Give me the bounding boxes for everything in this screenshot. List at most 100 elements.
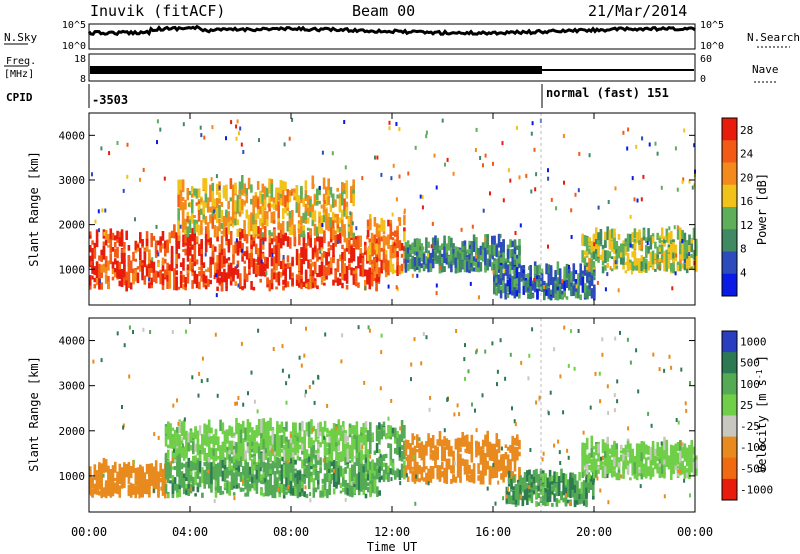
echo-cell xyxy=(588,288,591,297)
echo-cell xyxy=(516,258,519,270)
echo-cell xyxy=(345,273,349,284)
echo-cell xyxy=(590,280,594,285)
echo-cell xyxy=(542,492,545,505)
echo-cell xyxy=(213,203,217,213)
echo-cell xyxy=(688,179,691,184)
echo-cell xyxy=(171,466,175,470)
echo-cell xyxy=(387,260,390,266)
echo-cell xyxy=(223,435,227,450)
echo-cell xyxy=(564,495,568,507)
echo-cell xyxy=(89,474,92,485)
echo-cell xyxy=(235,124,238,129)
echo-cell xyxy=(198,281,201,290)
echo-cell xyxy=(168,269,172,283)
echo-cell xyxy=(635,144,638,149)
echo-cell xyxy=(416,472,419,482)
echo-cell xyxy=(118,240,122,247)
echo-cell xyxy=(257,430,261,436)
echo-cell xyxy=(599,254,603,260)
echo-cell xyxy=(497,276,501,284)
echo-cell xyxy=(252,214,255,229)
echo-cell xyxy=(292,457,295,469)
echo-cell xyxy=(382,474,386,479)
echo-cell xyxy=(690,448,694,453)
echo-cell xyxy=(380,172,383,177)
echo-cell xyxy=(350,267,353,276)
echo-cell xyxy=(331,194,335,207)
echo-cell xyxy=(601,244,605,251)
echo-cell xyxy=(357,450,361,465)
echo-cell xyxy=(187,482,191,496)
echo-cell xyxy=(459,259,462,273)
echo-cell xyxy=(307,434,311,445)
echo-cell xyxy=(332,432,336,444)
echo-cell xyxy=(375,223,379,237)
echo-cell xyxy=(645,445,648,450)
echo-cell xyxy=(273,434,277,446)
power-echo-cells xyxy=(89,117,698,301)
echo-cell xyxy=(296,432,300,439)
station-title: Inuvik (fitACF) xyxy=(90,2,226,20)
echo-cell xyxy=(672,258,675,263)
echo-cell xyxy=(354,238,358,250)
echo-cell xyxy=(239,472,243,477)
echo-cell xyxy=(535,468,538,482)
echo-cell xyxy=(322,193,326,201)
echo-cell xyxy=(186,188,190,201)
echo-cell xyxy=(378,456,381,469)
echo-cell xyxy=(237,283,240,288)
echo-cell xyxy=(545,263,548,275)
echo-cell xyxy=(375,243,379,255)
echo-cell xyxy=(193,260,197,267)
echo-cell xyxy=(581,446,584,455)
echo-cell xyxy=(291,211,294,225)
echo-cell xyxy=(378,490,381,496)
echo-cell xyxy=(183,417,186,422)
echo-cell xyxy=(399,481,402,486)
echo-cell xyxy=(615,261,619,270)
echo-cell xyxy=(416,263,419,268)
echo-cell xyxy=(201,492,204,498)
echo-cell xyxy=(251,483,254,489)
echo-cell xyxy=(253,474,256,484)
echo-cell xyxy=(592,478,595,483)
echo-cell xyxy=(608,448,612,455)
echo-cell xyxy=(502,496,505,501)
echo-cell xyxy=(270,203,274,208)
echo-cell xyxy=(221,451,225,460)
noise-panel: N.Sky 10^5 10^0 10^5 10^0 N.Search xyxy=(4,20,800,52)
echo-cell xyxy=(173,224,176,239)
echo-cell xyxy=(579,263,582,278)
echo-cell xyxy=(394,239,397,243)
echo-cell xyxy=(663,436,666,451)
echo-cell xyxy=(254,220,258,225)
echo-cell xyxy=(676,187,679,192)
echo-cell xyxy=(373,462,377,471)
echo-cell xyxy=(279,223,283,230)
echo-cell xyxy=(418,244,421,258)
echo-cell xyxy=(132,459,135,473)
echo-cell xyxy=(220,255,224,269)
echo-cell xyxy=(150,259,153,268)
echo-cell xyxy=(343,224,346,233)
echo-cell xyxy=(452,450,455,461)
echo-cell xyxy=(410,377,412,382)
echo-cell xyxy=(329,186,333,195)
echo-cell xyxy=(681,447,684,459)
echo-cell xyxy=(672,239,675,243)
echo-cell xyxy=(445,438,449,450)
echo-cell xyxy=(185,489,188,494)
echo-cell xyxy=(318,225,321,233)
echo-cell xyxy=(626,449,630,458)
echo-cell xyxy=(335,443,338,449)
echo-cell xyxy=(573,474,577,485)
echo-cell xyxy=(509,352,512,357)
echo-cell xyxy=(214,262,217,273)
echo-cell xyxy=(345,265,349,274)
echo-cell xyxy=(268,250,272,258)
echo-cell xyxy=(597,466,600,470)
echo-cell xyxy=(524,284,528,293)
echo-cell xyxy=(375,443,379,453)
echo-cell xyxy=(157,262,160,267)
echo-cell xyxy=(107,260,110,271)
